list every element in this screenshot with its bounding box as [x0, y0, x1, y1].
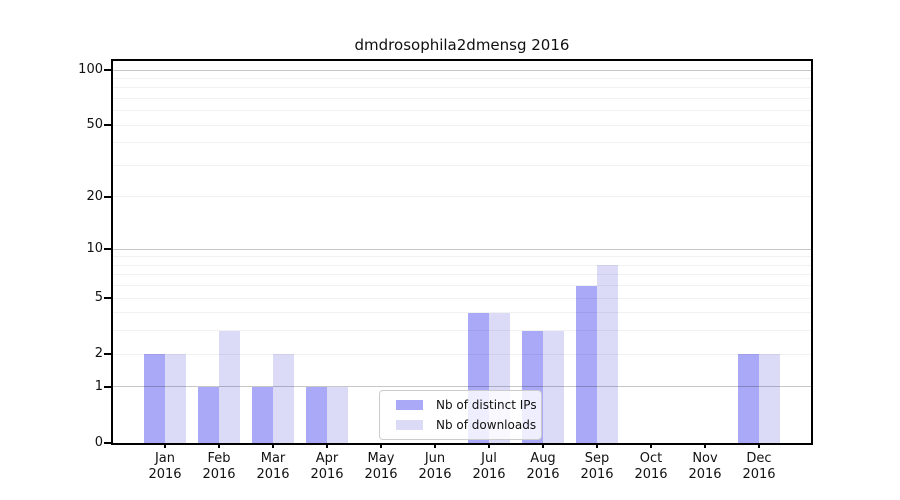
- gridline-40: [113, 142, 811, 144]
- xtick-label-sep: Sep 2016: [580, 451, 614, 482]
- gridline-3: [113, 330, 811, 332]
- xtick-label-jun: Jun 2016: [418, 451, 452, 482]
- ytick-mark-1: [104, 385, 111, 388]
- bar-aug-downloads: [543, 330, 564, 443]
- legend-swatch-downloads-icon: [396, 420, 423, 431]
- gridline-70: [113, 98, 811, 100]
- ytick-mark-10: [104, 248, 111, 251]
- xtick-mark-oct: [650, 443, 652, 448]
- ytick-label-20: 20: [86, 188, 103, 204]
- legend-item-distinct-ips: Nb of distinct IPs: [380, 396, 541, 414]
- ytick-label-5: 5: [94, 290, 103, 306]
- xtick-mark-jan: [164, 443, 166, 448]
- bar-feb-downloads: [219, 330, 240, 443]
- legend: Nb of distinct IPs Nb of downloads: [379, 390, 542, 440]
- gridline-100: [113, 69, 811, 71]
- plot-area: [111, 59, 813, 445]
- gridline-10: [113, 248, 811, 250]
- ytick-mark-2: [104, 353, 111, 356]
- xtick-mark-jul: [488, 443, 490, 448]
- bar-dec-downloads: [759, 354, 780, 443]
- xtick-label-nov: Nov 2016: [688, 451, 722, 482]
- gridline-8: [113, 264, 811, 266]
- bar-dec-distinct-ips: [738, 354, 759, 443]
- xtick-label-feb: Feb 2016: [202, 451, 236, 482]
- legend-label-distinct-ips: Nb of distinct IPs: [436, 397, 537, 412]
- bar-jan-downloads: [165, 354, 186, 443]
- bar-mar-distinct-ips: [252, 386, 273, 443]
- xtick-mark-sep: [596, 443, 598, 448]
- xtick-mark-apr: [326, 443, 328, 448]
- xtick-mark-feb: [218, 443, 220, 448]
- legend-label-downloads: Nb of downloads: [436, 418, 537, 433]
- gridline-2: [113, 353, 811, 355]
- gridline-6: [113, 285, 811, 287]
- bar-sep-distinct-ips: [576, 285, 597, 443]
- xtick-label-may: May 2016: [364, 451, 398, 482]
- xtick-label-apr: Apr 2016: [310, 451, 344, 482]
- xtick-mark-aug: [542, 443, 544, 448]
- xtick-mark-mar: [272, 443, 274, 448]
- bar-apr-downloads: [327, 386, 348, 443]
- ytick-label-100: 100: [78, 62, 103, 78]
- xtick-mark-may: [380, 443, 382, 448]
- xtick-mark-nov: [704, 443, 706, 448]
- bar-apr-distinct-ips: [306, 386, 327, 443]
- xtick-label-dec: Dec 2016: [742, 451, 776, 482]
- ytick-mark-100: [104, 69, 111, 72]
- gridline-20: [113, 196, 811, 198]
- gridline-80: [113, 87, 811, 89]
- ytick-mark-5: [104, 297, 111, 300]
- ytick-label-2: 2: [94, 346, 103, 362]
- gridline-5: [113, 297, 811, 299]
- bar-sep-downloads: [597, 265, 618, 443]
- gridline-30: [113, 165, 811, 166]
- legend-swatch-distinct-ips-icon: [396, 399, 423, 410]
- ytick-mark-0: [104, 442, 111, 444]
- xtick-mark-jun: [434, 443, 436, 448]
- xtick-label-mar: Mar 2016: [256, 451, 290, 482]
- ytick-mark-20: [104, 195, 111, 198]
- ytick-label-10: 10: [86, 241, 103, 257]
- xtick-label-jan: Jan 2016: [148, 451, 182, 482]
- bar-jan-distinct-ips: [144, 354, 165, 443]
- xtick-label-jul: Jul 2016: [472, 451, 506, 482]
- bar-mar-downloads: [273, 354, 294, 443]
- gridline-4: [113, 312, 811, 314]
- ytick-label-50: 50: [86, 117, 103, 133]
- gridline-50: [113, 124, 811, 126]
- ytick-mark-50: [104, 124, 111, 127]
- ytick-label-0: 0: [94, 435, 103, 450]
- gridline-90: [113, 77, 811, 79]
- gridline-7: [113, 274, 811, 276]
- xtick-mark-dec: [758, 443, 760, 448]
- ytick-label-1: 1: [94, 378, 103, 394]
- bar-feb-distinct-ips: [198, 386, 219, 443]
- xtick-label-oct: Oct 2016: [634, 451, 668, 482]
- gridline-9: [113, 256, 811, 258]
- gridline-60: [113, 110, 811, 112]
- chart-title: dmdrosophila2dmensg 2016: [354, 36, 570, 54]
- gridline-1: [113, 386, 811, 388]
- xtick-label-aug: Aug 2016: [526, 451, 560, 482]
- legend-item-downloads: Nb of downloads: [380, 416, 541, 434]
